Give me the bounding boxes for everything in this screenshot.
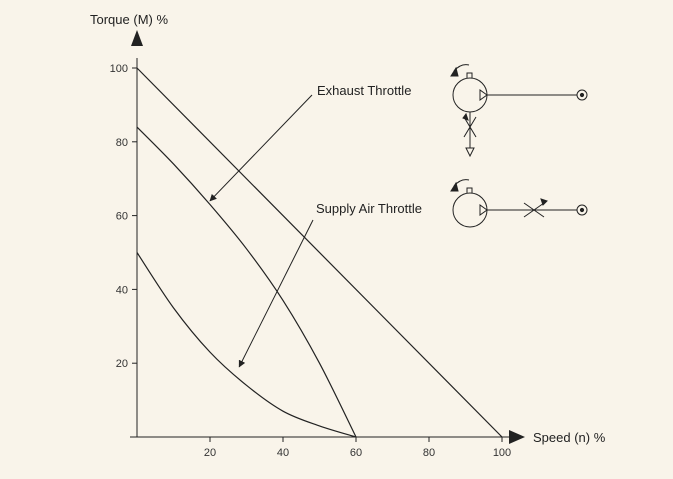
x-axis-arrow-icon (509, 430, 525, 444)
y-tick-label: 60 (116, 211, 128, 223)
x-tick-label: 20 (204, 447, 216, 459)
y-axis-title: Torque (M) % (90, 12, 168, 27)
series-line-1 (136, 67, 503, 438)
y-tick-label: 80 (116, 137, 128, 149)
x-tick-label: 80 (423, 447, 435, 459)
series-line-2 (136, 126, 357, 438)
x-tick-label: 100 (493, 447, 511, 459)
y-tick-label: 20 (116, 358, 128, 370)
supply-air-throttle-label: Supply Air Throttle (316, 201, 422, 216)
x-tick-label: 40 (277, 447, 289, 459)
series-line-3 (136, 252, 357, 438)
y-tick-label: 100 (110, 63, 128, 75)
axis-ticks: 20 40 60 80 100 20 40 60 80 100 (110, 63, 512, 459)
series-lines (136, 67, 503, 438)
y-tick-label: 40 (116, 284, 128, 296)
exhaust-throttle-arrow (209, 94, 313, 202)
supply-air-throttle-arrow (238, 219, 314, 368)
exhaust-throttle-diagram-icon (450, 64, 588, 158)
x-axis-title: Speed (n) % (533, 430, 606, 445)
x-tick-label: 60 (350, 447, 362, 459)
supply-air-throttle-diagram-icon (450, 179, 588, 228)
y-axis-arrow-icon (131, 30, 143, 46)
exhaust-throttle-label: Exhaust Throttle (317, 83, 411, 98)
